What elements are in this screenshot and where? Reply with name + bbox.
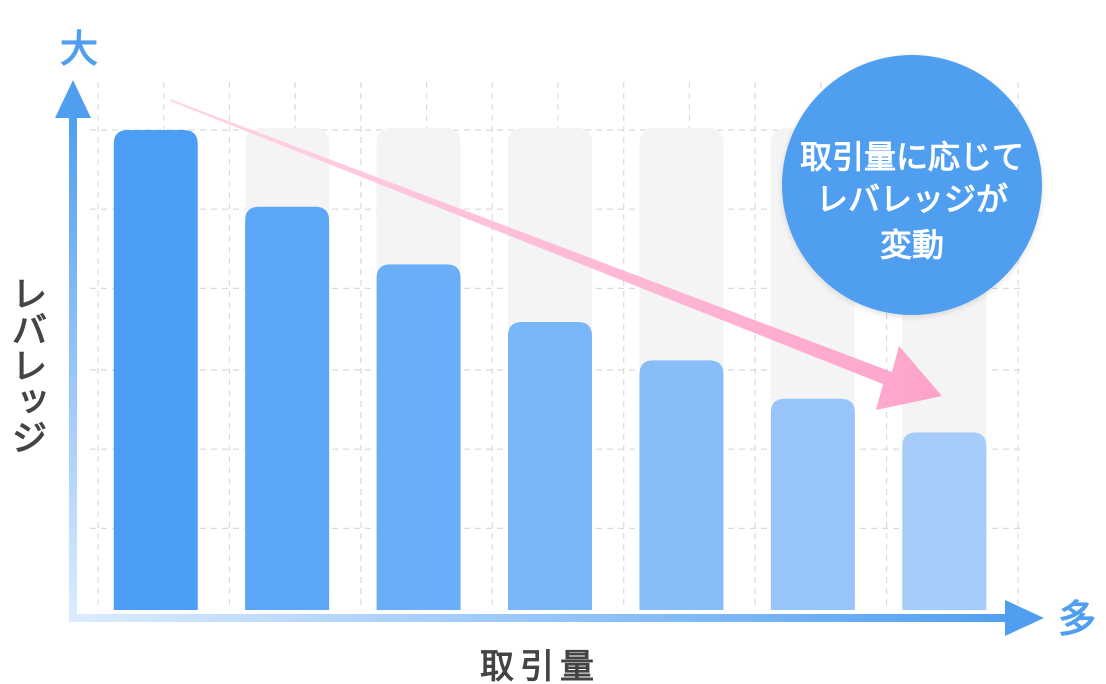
callout-bubble: 取引量に応じて レバレッジが 変動: [782, 55, 1042, 315]
y-axis-title: レバレッジ: [6, 275, 47, 455]
bar: [245, 206, 330, 611]
x-axis-title: 取引量: [480, 647, 600, 684]
bars: [113, 130, 987, 611]
bar: [639, 360, 724, 610]
bar: [508, 322, 592, 610]
y-axis-arrowhead: [55, 80, 91, 118]
x-axis: [69, 600, 1044, 636]
y-axis: [55, 80, 91, 620]
bar: [113, 130, 198, 610]
callout-line-3: 変動: [880, 226, 944, 264]
x-axis-arrowhead: [1005, 600, 1044, 636]
x-axis-end-label: 多: [1058, 597, 1096, 641]
y-axis-end-label: 大: [60, 27, 98, 71]
callout-line-2: レバレッジが: [816, 180, 1008, 218]
trend-arrow: [170, 99, 942, 410]
bar: [376, 264, 461, 610]
bar: [902, 432, 987, 610]
callout-line-1: 取引量に応じて: [800, 138, 1024, 176]
bar: [770, 398, 855, 610]
